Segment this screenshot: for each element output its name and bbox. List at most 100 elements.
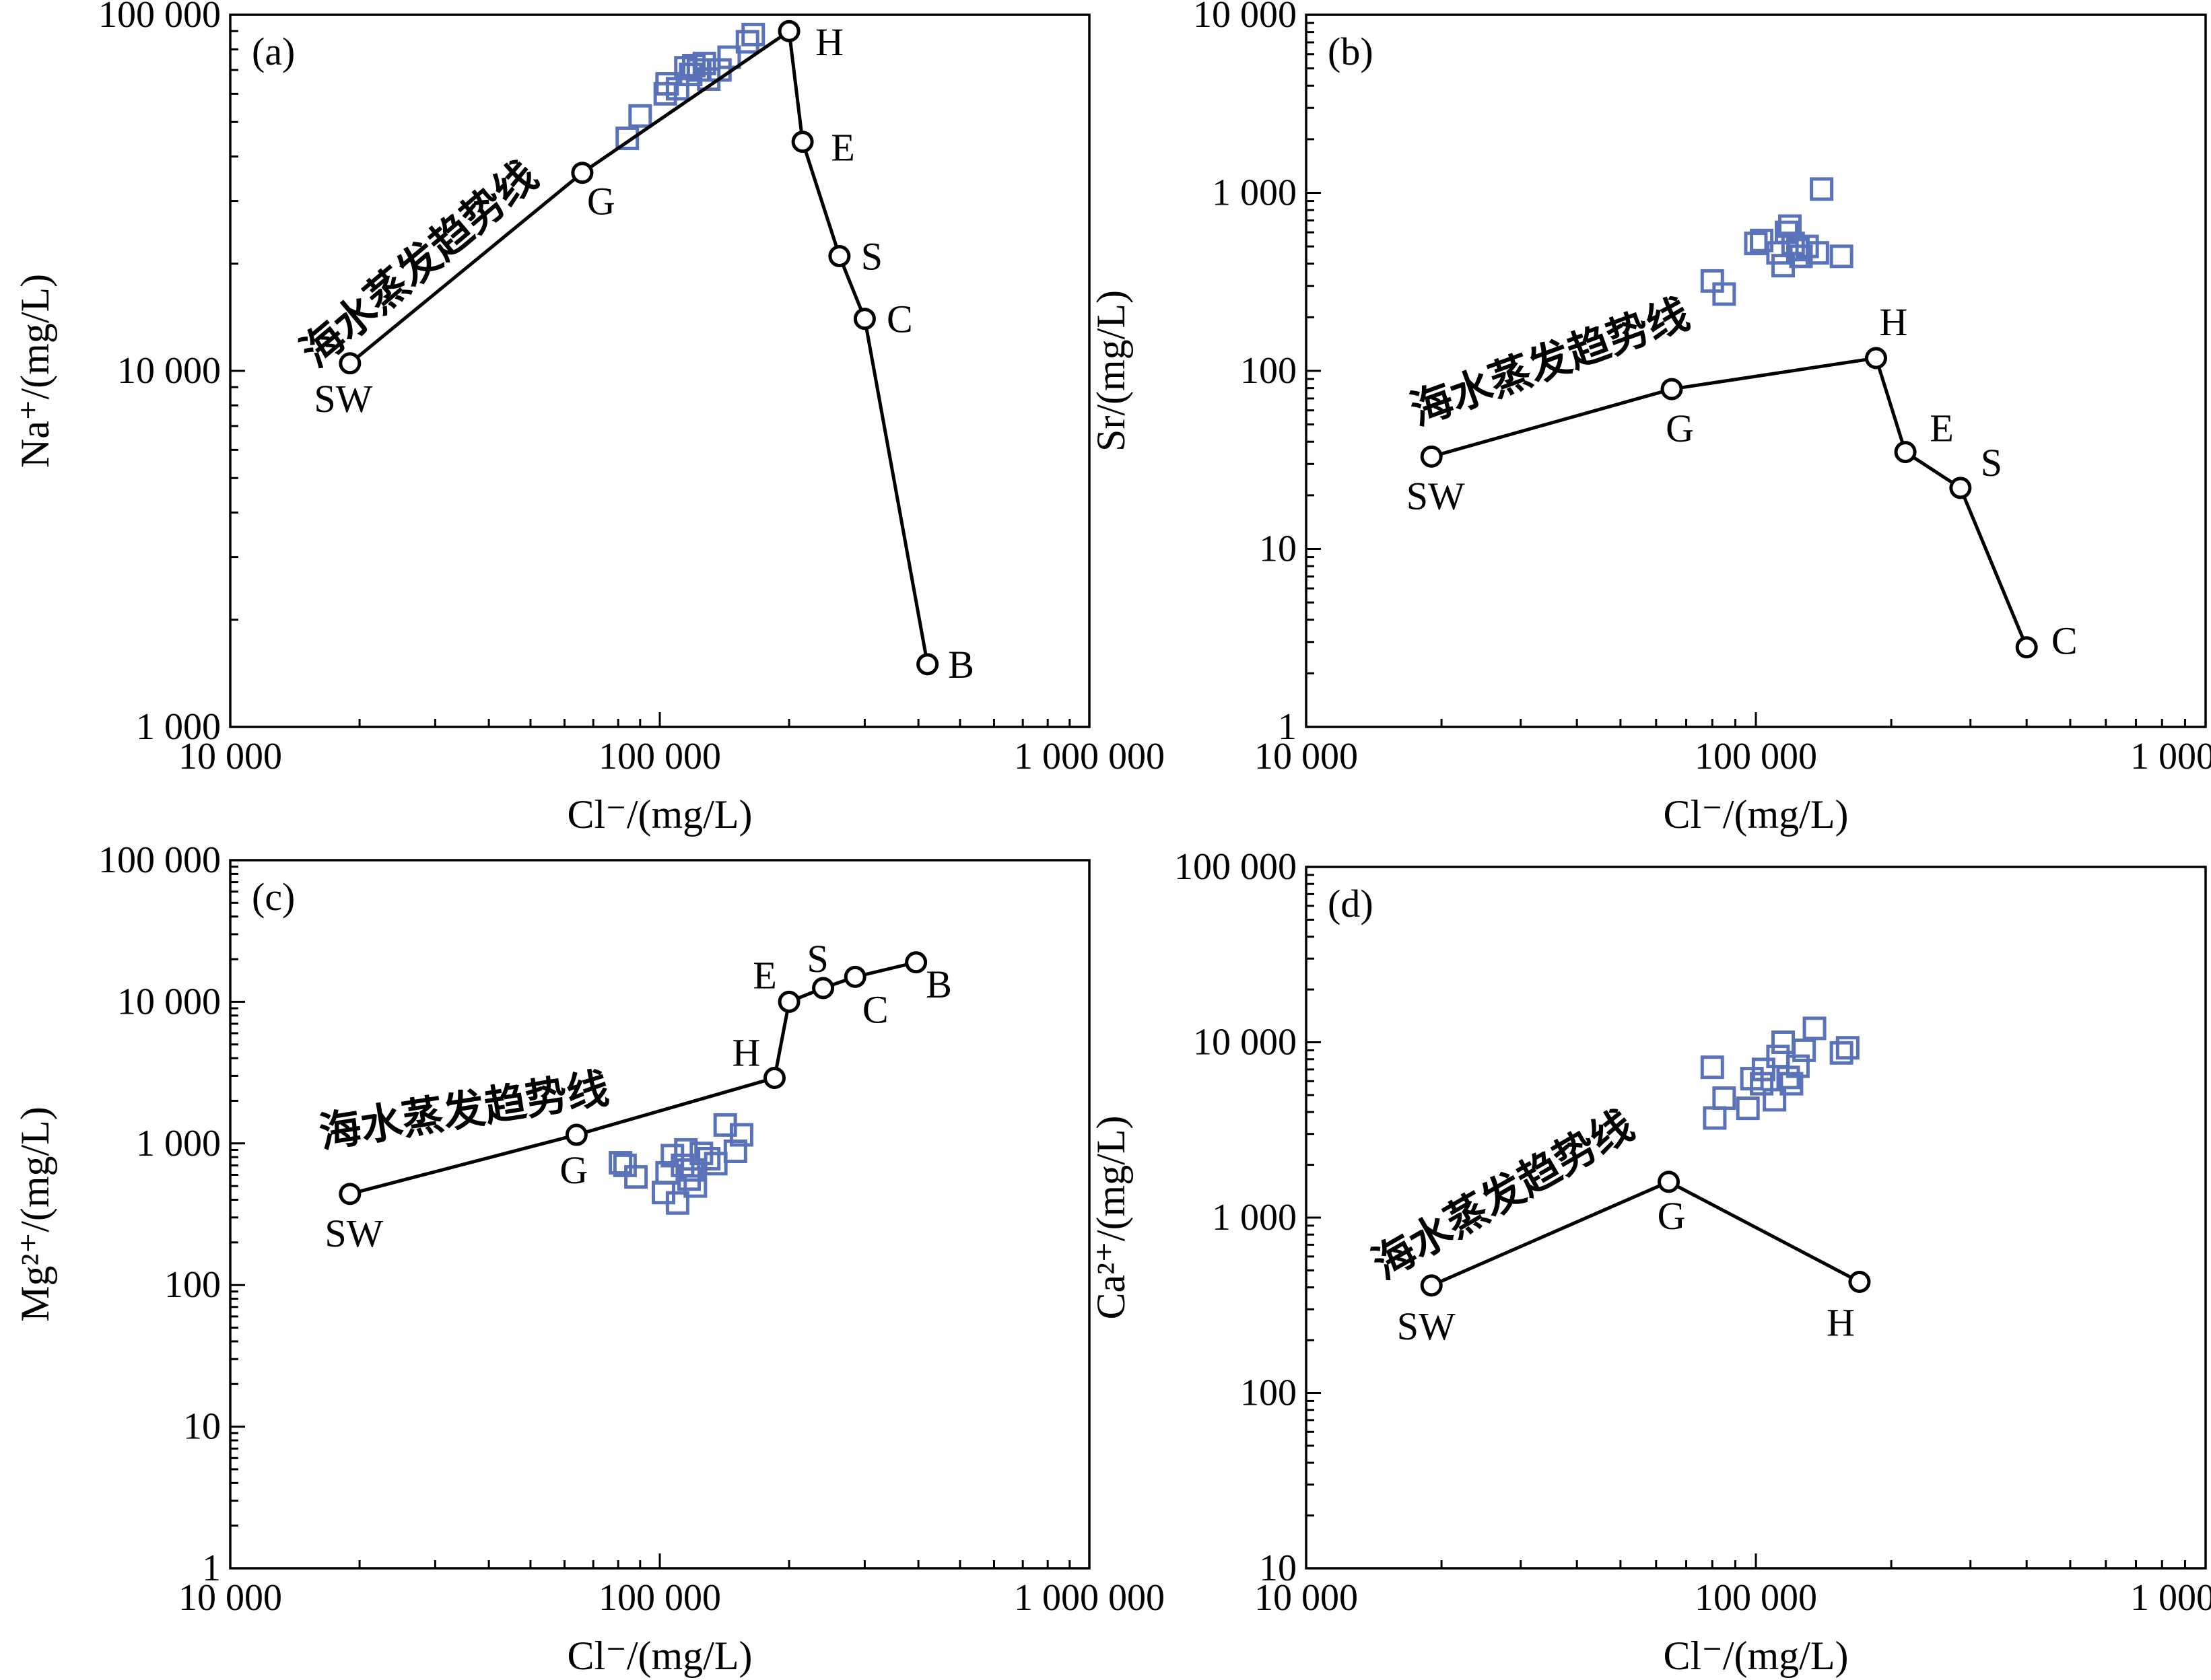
trend-point-sw [1420,445,1443,468]
sample-point [1712,1086,1736,1111]
sample-point [1763,1088,1787,1112]
sample-point [1703,1106,1727,1130]
y-tick-label: 1 000 [1212,1197,1297,1238]
trend-point-e [778,990,801,1013]
y-tick-label: 100 000 [98,839,221,881]
x-axis-label: Cl⁻/(mg/L) [1664,792,1849,837]
x-tick-label: 100 000 [1695,1577,1817,1619]
trend-point-label: S [861,235,883,279]
trend-point-e [1894,441,1917,464]
y-tick-label: 1 000 [1212,172,1297,214]
trend-point-label: B [926,963,952,1006]
trend-point-label: H [1880,300,1908,344]
trend-point-label: H [733,1031,761,1075]
sample-point [1781,232,1805,256]
sample-point [1777,214,1802,238]
trend-point-b [905,951,928,974]
y-tick-label: 1 000 [136,1123,221,1164]
panel-label: (b) [1328,30,1373,73]
y-axis-label: Mg²⁺/(mg/L) [13,1107,57,1322]
trend-point-h [1864,347,1887,370]
sample-point [628,104,652,128]
trend-point-h [763,1067,786,1090]
trend-point-sw [1420,1274,1443,1297]
sample-point [683,1174,708,1198]
sample-point [624,1165,648,1189]
sample-point [735,30,759,54]
trend-line-label: 海水蒸发趋势线 [1404,289,1695,435]
trend-point-c [853,308,876,330]
x-tick-label: 100 000 [599,1577,721,1619]
sample-point [729,1123,753,1147]
trend-point-label: C [2051,619,2078,663]
trend-line-label: 海水蒸发趋势线 [292,151,547,377]
trend-point-label: C [887,298,913,341]
x-tick-label: 10 000 [1254,1577,1358,1619]
panel-label: (d) [1328,882,1373,925]
seawater-evaporation-trend-line [349,960,917,1196]
trend-point-label: SW [1397,1304,1456,1348]
y-tick-label: 100 000 [98,0,221,36]
trend-point-label: G [1658,1194,1686,1238]
x-axis-label: Cl⁻/(mg/L) [1664,1634,1849,1678]
sample-point [1751,1057,1775,1082]
y-axis-label: Ca²⁺/(mg/L) [1089,1116,1133,1320]
sample-point [665,1191,689,1215]
x-tick-label: 1 000 000 [2130,1577,2211,1619]
sample-point [1792,1038,1816,1062]
trend-point-g [1660,378,1683,400]
trend-line-label: 海水蒸发趋势线 [1364,1100,1641,1289]
y-axis-label: Na⁺/(mg/L) [13,274,57,468]
x-tick-label: 1 000 000 [2130,736,2211,777]
trend-point-s [812,977,835,1000]
trend-point-label: S [1981,441,2002,485]
trend-point-c [2015,636,2038,659]
sample-point [1805,241,1829,265]
trend-point-g [571,162,594,184]
sample-point [609,1151,633,1175]
x-tick-label: 10 000 [1254,736,1358,777]
trend-point-label: E [753,953,776,997]
chart-panel-2: 10 000 100 000 1 000 000 1 10 100 1 000 10 000 1… [13,839,1165,1678]
trend-point-label: B [948,643,974,687]
panel-label: (c) [252,875,295,919]
sample-point [697,1147,721,1171]
y-tick-label: 10 000 [1193,1022,1297,1063]
y-tick-label: 1 000 [136,706,221,748]
trend-point-s [828,245,851,268]
trend-point-label: H [1827,1300,1855,1344]
sample-point [723,1139,747,1163]
sample-point [1736,1096,1760,1121]
sample-point [1785,1054,1810,1078]
x-axis-label: Cl⁻/(mg/L) [568,1634,753,1678]
y-tick-label: 10 000 [1193,0,1297,36]
sample-point [1712,282,1736,306]
trend-point-g [565,1123,588,1146]
y-tick-label: 10 [183,1406,221,1448]
x-tick-label: 10 000 [178,736,282,777]
sample-point [1829,244,1853,269]
trend-point-sw [339,352,362,375]
y-tick-label: 1 [1278,706,1297,748]
y-axis-label: Sr/(mg/L) [1089,290,1133,452]
trend-point-sw [339,1183,362,1205]
trend-point-label: E [831,126,854,170]
y-tick-label: 100 [1240,350,1297,392]
trend-point-label: SW [314,377,372,421]
trend-point-h [778,20,801,42]
sample-point [692,51,716,75]
sample-point [1771,1030,1796,1054]
trend-point-label: G [1666,407,1694,450]
sample-point [1779,1072,1804,1096]
sample-point [1810,177,1834,201]
trend-point-g [1658,1170,1680,1193]
sample-point [1766,1045,1790,1069]
x-tick-label: 100 000 [1695,736,1817,777]
trend-point-label: S [807,937,828,981]
y-tick-label: 100 [1240,1372,1297,1414]
sample-point [704,1152,728,1176]
trend-point-b [916,653,939,676]
trend-point-label: G [587,180,615,223]
